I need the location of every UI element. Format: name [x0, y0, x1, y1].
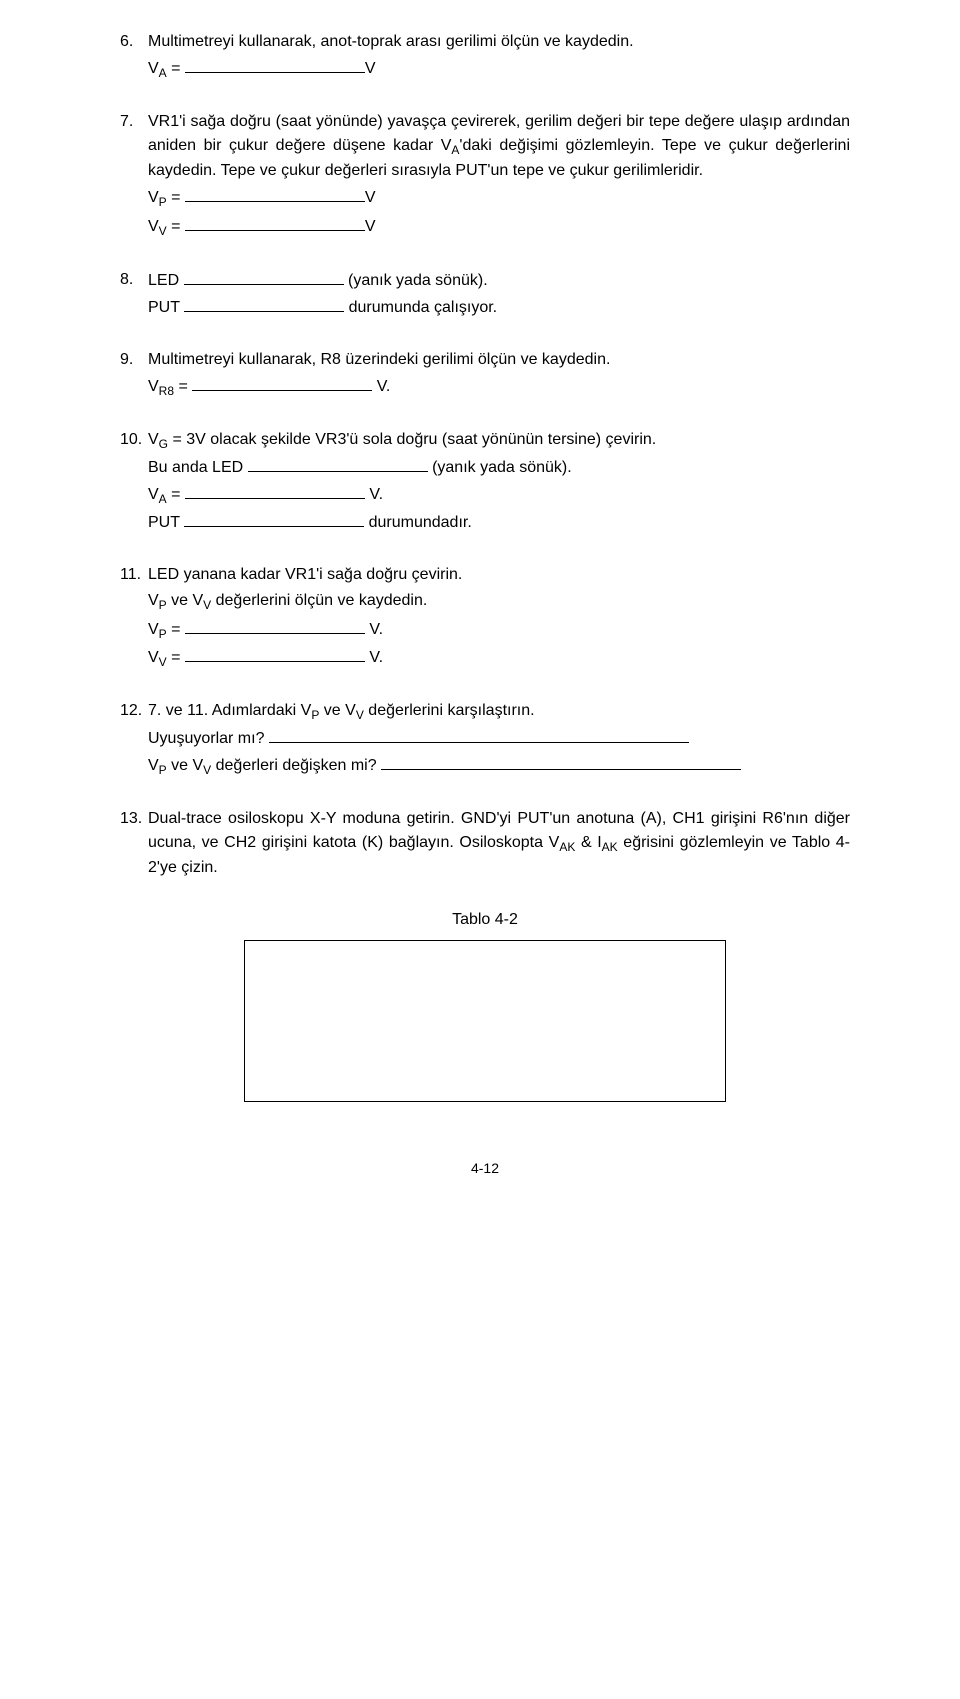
blank-variable-12: [381, 753, 741, 770]
blank-vp-7: [185, 185, 365, 202]
item-12-l2: Uyuşuyorlar mı?: [148, 726, 850, 751]
blank-agree-12: [269, 726, 689, 743]
item-7-text: VR1'i sağa doğru (saat yönünde) yavaşça …: [148, 110, 850, 183]
item-10-content: VG = 3V olacak şekilde VR3'ü sola doğru …: [148, 428, 850, 537]
item-6-text: Multimetreyi kullanarak, anot-toprak ara…: [148, 30, 850, 54]
item-11-vv: VV = V.: [148, 645, 850, 671]
blank-va-6: [185, 56, 365, 73]
item-10-l2: Bu anda LED (yanık yada sönük).: [148, 455, 850, 480]
table-4-2-box: [244, 940, 726, 1102]
item-10-va: VA = V.: [148, 482, 850, 508]
item-11-content: LED yanana kadar VR1'i sağa doğru çeviri…: [148, 563, 850, 673]
item-11-l1: LED yanana kadar VR1'i sağa doğru çeviri…: [148, 563, 850, 587]
item-12-number: 12.: [120, 699, 148, 781]
blank-put-10: [184, 510, 364, 527]
item-11-number: 11.: [120, 563, 148, 673]
item-7-number: 7.: [120, 110, 148, 242]
item-8-led: LED (yanık yada sönük).: [148, 268, 850, 293]
page-number: 4-12: [120, 1158, 850, 1179]
item-6: 6. Multimetreyi kullanarak, anot-toprak …: [120, 30, 850, 84]
item-8-content: LED (yanık yada sönük). PUT durumunda ça…: [148, 268, 850, 322]
item-8-put: PUT durumunda çalışıyor.: [148, 295, 850, 320]
table-caption: Tablo 4-2: [120, 908, 850, 932]
item-13-text: Dual-trace osiloskopu X-Y moduna getirin…: [148, 807, 850, 880]
item-11-l2: VP ve VV değerlerini ölçün ve kaydedin.: [148, 589, 850, 614]
blank-vp-11: [185, 617, 365, 634]
item-7-content: VR1'i sağa doğru (saat yönünde) yavaşça …: [148, 110, 850, 242]
item-7-vv: VV = V: [148, 214, 850, 240]
item-9-text: Multimetreyi kullanarak, R8 üzerindeki g…: [148, 348, 850, 372]
item-12-l3: VP ve VV değerleri değişken mi?: [148, 753, 850, 779]
item-10-put: PUT durumundadır.: [148, 510, 850, 535]
item-8: 8. LED (yanık yada sönük). PUT durumunda…: [120, 268, 850, 322]
item-12-content: 7. ve 11. Adımlardaki VP ve VV değerleri…: [148, 699, 850, 781]
item-8-number: 8.: [120, 268, 148, 322]
blank-led-10: [248, 455, 428, 472]
item-6-content: Multimetreyi kullanarak, anot-toprak ara…: [148, 30, 850, 84]
item-11-vp: VP = V.: [148, 617, 850, 643]
item-6-number: 6.: [120, 30, 148, 84]
item-9: 9. Multimetreyi kullanarak, R8 üzerindek…: [120, 348, 850, 402]
item-10-number: 10.: [120, 428, 148, 537]
item-13-number: 13.: [120, 807, 148, 882]
item-12-l1: 7. ve 11. Adımlardaki VP ve VV değerleri…: [148, 699, 850, 724]
item-10: 10. VG = 3V olacak şekilde VR3'ü sola do…: [120, 428, 850, 537]
blank-led-8: [184, 268, 344, 285]
blank-va-10: [185, 482, 365, 499]
item-7-vp: VP = V: [148, 185, 850, 211]
blank-vv-11: [185, 645, 365, 662]
item-9-content: Multimetreyi kullanarak, R8 üzerindeki g…: [148, 348, 850, 402]
item-13: 13. Dual-trace osiloskopu X-Y moduna get…: [120, 807, 850, 882]
item-12: 12. 7. ve 11. Adımlardaki VP ve VV değer…: [120, 699, 850, 781]
blank-vr8-9: [192, 374, 372, 391]
item-7: 7. VR1'i sağa doğru (saat yönünde) yavaş…: [120, 110, 850, 242]
item-6-va: VA = V: [148, 56, 850, 82]
item-13-content: Dual-trace osiloskopu X-Y moduna getirin…: [148, 807, 850, 882]
blank-vv-7: [185, 214, 365, 231]
item-11: 11. LED yanana kadar VR1'i sağa doğru çe…: [120, 563, 850, 673]
page: 6. Multimetreyi kullanarak, anot-toprak …: [0, 0, 960, 1699]
item-9-vr8: VR8 = V.: [148, 374, 850, 400]
item-9-number: 9.: [120, 348, 148, 402]
blank-put-8: [184, 295, 344, 312]
item-10-l1: VG = 3V olacak şekilde VR3'ü sola doğru …: [148, 428, 850, 453]
